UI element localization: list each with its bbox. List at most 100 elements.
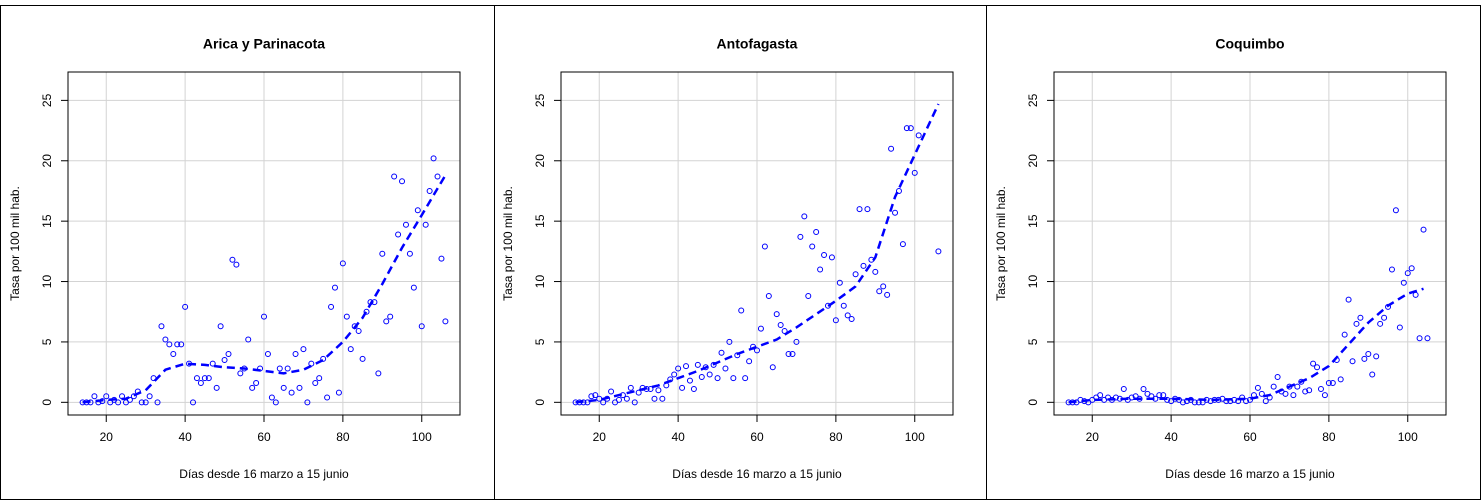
- data-point: [911, 169, 918, 176]
- data-point: [288, 389, 295, 396]
- data-point: [742, 375, 749, 382]
- data-point: [296, 384, 303, 391]
- data-point: [706, 371, 713, 378]
- data-point: [647, 386, 654, 393]
- data-point: [588, 393, 595, 400]
- trend-line: [575, 103, 940, 404]
- data-point: [876, 288, 883, 295]
- data-point: [738, 307, 745, 314]
- data-point: [217, 323, 224, 330]
- data-point: [410, 284, 417, 291]
- data-point: [730, 375, 737, 382]
- panel: Antofagasta 20 40 60 80 100 0 5 10 15 20 25 Días des…: [501, 36, 954, 481]
- data-point: [1381, 314, 1388, 321]
- data-point: [856, 206, 863, 213]
- data-point: [1306, 387, 1313, 394]
- y-tick-label: 5: [533, 338, 547, 345]
- data-point: [197, 379, 204, 386]
- data-point: [331, 284, 338, 291]
- data-point: [801, 213, 808, 220]
- data-point: [1392, 207, 1399, 214]
- data-point: [888, 145, 895, 152]
- data-point: [793, 338, 800, 345]
- trend-line: [1068, 287, 1424, 404]
- plot-box: [560, 71, 954, 416]
- data-point: [1396, 324, 1403, 331]
- y-axis-label: Tasa por 100 mil hab.: [501, 186, 515, 301]
- data-point: [130, 393, 137, 400]
- data-point: [872, 268, 879, 275]
- data-point: [1097, 392, 1104, 399]
- data-point: [178, 341, 185, 348]
- data-point: [1412, 291, 1419, 298]
- data-point: [438, 255, 445, 262]
- chart-title: Antofagasta: [717, 36, 798, 52]
- data-point: [864, 206, 871, 213]
- data-point: [769, 364, 776, 371]
- chart-title: Arica y Parinacota: [203, 36, 325, 52]
- data-point: [264, 351, 271, 358]
- data-point: [777, 322, 784, 329]
- data-point: [1112, 394, 1119, 401]
- data-point: [754, 347, 760, 354]
- trend-line: [82, 174, 447, 404]
- data-point: [1341, 331, 1348, 338]
- data-point: [347, 346, 354, 353]
- data-point: [209, 360, 216, 367]
- x-tick-label: 60: [1243, 430, 1257, 444]
- data-point: [746, 358, 753, 365]
- data-point: [584, 399, 591, 406]
- data-point: [1310, 360, 1317, 367]
- data-point: [789, 351, 796, 358]
- data-point: [335, 389, 342, 396]
- data-point: [844, 312, 851, 319]
- x-tick-label: 80: [829, 430, 843, 444]
- data-point: [686, 377, 693, 384]
- data-point: [1424, 335, 1431, 342]
- data-point: [225, 351, 232, 358]
- data-point: [1353, 320, 1360, 327]
- y-tick-label: 20: [40, 154, 54, 168]
- data-point: [935, 248, 942, 255]
- data-point: [895, 187, 902, 194]
- x-tick-label: 80: [1322, 430, 1336, 444]
- data-point: [1270, 383, 1277, 390]
- x-tick-label: 80: [336, 430, 350, 444]
- data-point: [1400, 279, 1407, 286]
- data-point: [146, 393, 153, 400]
- data-point: [391, 173, 398, 180]
- data-point: [683, 363, 690, 370]
- data-point: [1243, 398, 1250, 405]
- data-point: [1258, 390, 1265, 397]
- data-point: [608, 388, 615, 395]
- data-point: [1325, 379, 1332, 386]
- x-tick-label: 20: [1086, 430, 1100, 444]
- y-axis-label: Tasa por 100 mil hab.: [8, 186, 22, 301]
- x-axis-label: Días desde 16 marzo a 15 junio: [1165, 467, 1335, 481]
- data-point: [690, 386, 697, 393]
- data-point: [1302, 388, 1309, 395]
- data-point: [1156, 392, 1163, 399]
- x-tick-label: 20: [593, 430, 607, 444]
- frame: [0, 5, 1481, 500]
- data-point: [623, 395, 630, 402]
- data-point: [765, 293, 772, 300]
- data-point: [761, 243, 768, 250]
- data-point: [126, 396, 133, 403]
- data-point: [91, 393, 98, 400]
- y-tick-label: 0: [1026, 399, 1040, 406]
- y-tick-label: 25: [40, 93, 54, 107]
- data-point: [343, 313, 350, 320]
- data-point: [154, 399, 161, 406]
- data-point: [162, 336, 169, 343]
- data-point: [907, 125, 914, 132]
- data-point: [292, 351, 299, 358]
- data-point: [190, 399, 197, 406]
- data-point: [383, 318, 390, 325]
- x-tick-label: 20: [100, 430, 114, 444]
- data-point: [1247, 396, 1253, 403]
- data-point: [430, 155, 437, 162]
- data-point: [1420, 226, 1427, 233]
- data-point: [268, 394, 275, 401]
